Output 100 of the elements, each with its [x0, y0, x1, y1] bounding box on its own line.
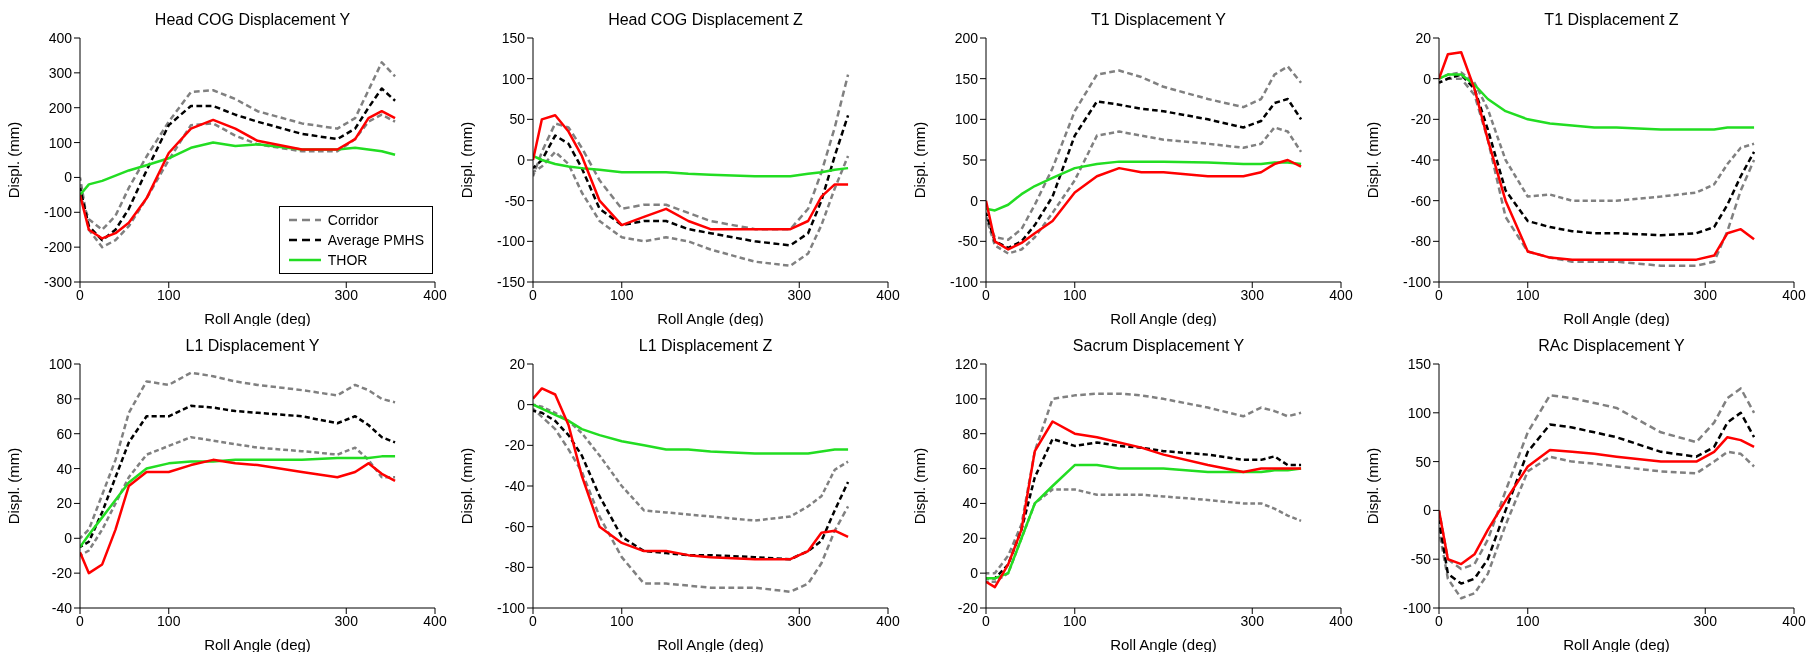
legend-label: Average PMHS	[327, 232, 424, 248]
line-series	[533, 154, 850, 178]
x-tick-label: 100	[1063, 286, 1087, 303]
x-tick-label: 400	[423, 286, 447, 303]
y-tick-label: 100	[954, 390, 979, 407]
y-tick-label: -40	[504, 477, 526, 494]
y-tick-label: 100	[48, 134, 73, 151]
chart-title: RAc Displacement Y	[1538, 337, 1685, 354]
y-tick-label: 100	[954, 111, 979, 128]
y-tick-label: -100	[43, 204, 73, 221]
y-tick-label: -150	[496, 273, 526, 290]
y-tick-label: 0	[1423, 70, 1432, 87]
x-tick-label: 100	[1516, 612, 1540, 629]
line-series	[80, 435, 397, 557]
line-series	[986, 392, 1303, 575]
x-tick-label: 0	[76, 612, 85, 629]
y-tick-label: 80	[56, 390, 73, 407]
y-tick-label: -80	[1410, 233, 1432, 250]
x-tick-label: 400	[1782, 286, 1806, 303]
x-tick-label: 0	[76, 286, 85, 303]
y-tick-label: 40	[962, 495, 979, 512]
y-tick-label: -20	[1410, 111, 1432, 128]
y-tick-label: -200	[43, 239, 73, 256]
y-tick-label: 0	[517, 396, 526, 413]
y-tick-label: -100	[496, 599, 526, 616]
x-tick-label: 300	[1240, 612, 1265, 629]
line-series	[80, 455, 397, 549]
x-tick-label: 300	[334, 612, 359, 629]
y-tick-label: 20	[56, 495, 73, 512]
chart-title: Head COG Displacement Z	[608, 11, 803, 28]
chart-title: T1 Displacement Z	[1544, 11, 1679, 28]
y-tick-label: 50	[1415, 453, 1432, 470]
x-tick-label: 100	[610, 612, 634, 629]
y-tick-label: 60	[962, 460, 979, 477]
x-tick-label: 400	[1782, 612, 1806, 629]
y-axis-title: Displ. (mm)	[458, 121, 476, 199]
y-axis-title: Displ. (mm)	[5, 121, 23, 199]
chart-title: L1 Displacement Y	[185, 337, 320, 354]
y-tick-label: -50	[1410, 551, 1432, 568]
y-tick-label: 0	[517, 151, 526, 168]
y-tick-label: 20	[1415, 29, 1432, 46]
legend-label: Corridor	[327, 212, 379, 228]
y-tick-label: 50	[509, 111, 526, 128]
y-tick-label: 0	[64, 169, 73, 186]
x-tick-label: 300	[787, 612, 812, 629]
y-tick-label: -40	[51, 599, 73, 616]
x-tick-label: 300	[1240, 286, 1265, 303]
line-series	[533, 407, 850, 593]
y-tick-label: 20	[509, 355, 526, 372]
y-tick-label: 0	[1423, 502, 1432, 519]
chart-title: L1 Displacement Z	[638, 337, 773, 354]
y-tick-label: 0	[970, 565, 979, 582]
x-tick-label: 300	[1693, 286, 1718, 303]
y-tick-label: 50	[962, 151, 979, 168]
line-series	[1439, 435, 1756, 566]
y-tick-label: 0	[970, 192, 979, 209]
x-tick-label: 0	[529, 612, 538, 629]
x-tick-label: 0	[982, 286, 991, 303]
y-tick-label: -300	[43, 273, 73, 290]
y-axis-title: Displ. (mm)	[911, 121, 929, 199]
line-series	[533, 403, 850, 455]
line-series	[986, 158, 1303, 251]
y-tick-label: 60	[56, 425, 73, 442]
x-tick-label: 100	[1516, 286, 1540, 303]
y-tick-label: -100	[1402, 599, 1432, 616]
x-tick-label: 300	[787, 286, 812, 303]
y-tick-label: 120	[954, 355, 979, 372]
y-axis-title: Displ. (mm)	[458, 447, 476, 525]
y-tick-label: -40	[1410, 151, 1432, 168]
y-tick-label: 150	[501, 29, 526, 46]
y-tick-label: -100	[496, 233, 526, 250]
y-tick-label: 100	[48, 355, 73, 372]
x-tick-label: 0	[1435, 612, 1444, 629]
y-axis-title: Displ. (mm)	[5, 447, 23, 525]
y-tick-label: -80	[504, 559, 526, 576]
x-tick-label: 400	[423, 612, 447, 629]
x-tick-label: 100	[157, 286, 181, 303]
y-tick-label: -20	[957, 599, 979, 616]
y-tick-label: 80	[962, 425, 979, 442]
x-tick-label: 100	[610, 286, 634, 303]
x-tick-label: 400	[1329, 612, 1353, 629]
line-series	[80, 458, 397, 575]
line-series	[986, 420, 1303, 589]
y-tick-label: 150	[954, 70, 979, 87]
y-tick-label: 200	[954, 29, 979, 46]
line-series	[1439, 450, 1756, 600]
y-tick-label: 20	[962, 530, 979, 547]
y-tick-label: -50	[504, 192, 526, 209]
x-tick-label: 100	[157, 612, 181, 629]
x-tick-label: 0	[982, 612, 991, 629]
y-tick-label: -100	[1402, 273, 1432, 290]
line-series	[986, 160, 1303, 212]
x-tick-label: 300	[1693, 612, 1718, 629]
y-tick-label: -60	[1410, 192, 1432, 209]
y-tick-label: 40	[56, 460, 73, 477]
y-tick-label: 150	[1407, 355, 1432, 372]
y-tick-label: 300	[48, 64, 73, 81]
y-tick-label: -60	[504, 518, 526, 535]
chart-title: T1 Displacement Y	[1091, 11, 1226, 28]
x-tick-label: 0	[529, 286, 538, 303]
